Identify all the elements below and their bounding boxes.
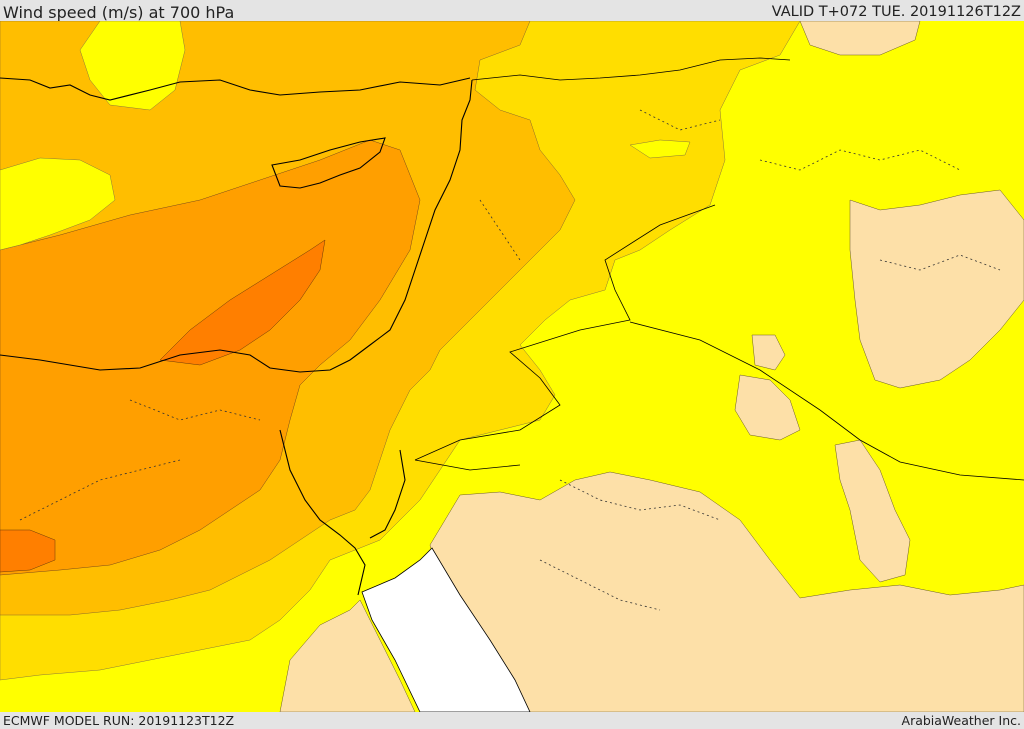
- white-red-sea: [361, 547, 531, 712]
- map-title: Wind speed (m/s) at 700 hPa: [3, 3, 235, 22]
- coastlines: [0, 77, 473, 596]
- tan-region-egypt-south: [279, 599, 416, 712]
- footer-bar: [0, 712, 1024, 729]
- tan-island-1: [734, 374, 801, 441]
- tan-island-2: [834, 439, 911, 583]
- national-borders: [414, 57, 1024, 481]
- tan-island-3: [751, 334, 786, 371]
- model-run: ECMWF MODEL RUN: 20191123T12Z: [3, 713, 235, 728]
- tan-region-iraq-east: [849, 189, 1024, 389]
- wind-speed-map: [0, 21, 1024, 712]
- tan-top-right: [799, 21, 921, 56]
- province-borders: [19, 109, 1001, 611]
- yellow-pocket-ne: [629, 139, 691, 159]
- yellow-pocket-nw: [0, 157, 116, 251]
- band-deep-orange-west: [0, 529, 56, 573]
- valid-time: VALID T+072 TUE. 20191126T12Z: [771, 4, 1021, 20]
- credit: ArabiaWeather Inc.: [901, 713, 1021, 728]
- header-bar: [0, 0, 1024, 21]
